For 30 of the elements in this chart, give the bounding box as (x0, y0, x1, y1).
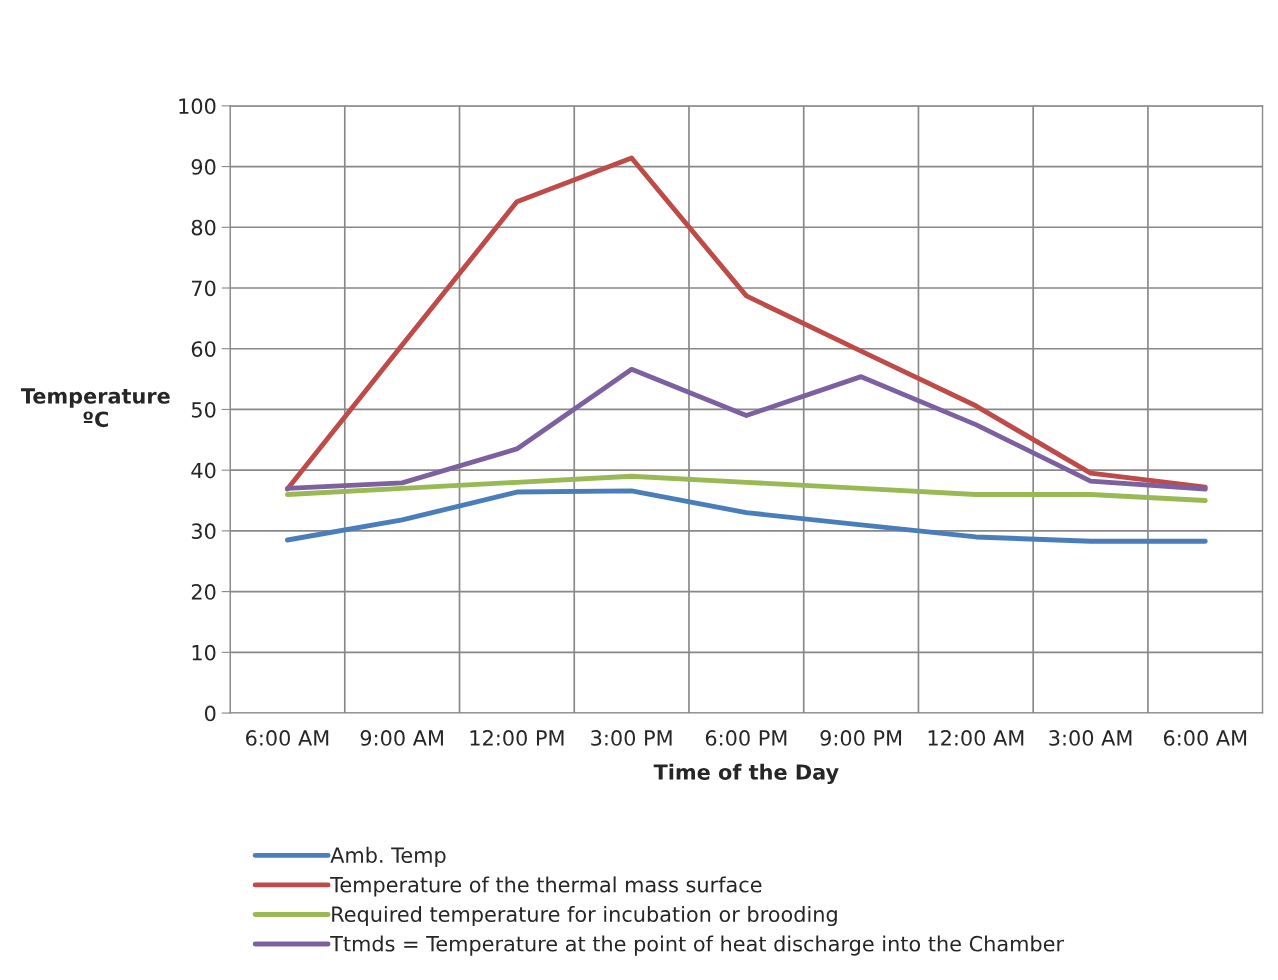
x-axis-title: Time of the Day (653, 763, 839, 785)
y-tick-label: 100 (179, 98, 216, 115)
line-series (284, 155, 1208, 492)
y-tick-label: 90 (191, 159, 216, 175)
x-tick-label: 6:00 PM (705, 730, 787, 746)
y-tick-label: 70 (192, 280, 216, 297)
x-tick-label: 9:00 PM (820, 730, 902, 746)
x-tick-label: 9:00 AM (360, 730, 443, 746)
y-tick-label: 0 (204, 705, 216, 722)
y-tick-label: 40 (191, 462, 216, 479)
line-series (284, 473, 1208, 503)
x-tick-label: 3:00 AM (1049, 730, 1132, 746)
x-tick-label: 6:00 AM (246, 730, 329, 746)
legend-label: Required temperature for incubation or brooding (332, 905, 837, 927)
x-tick-label: 12:00 AM (928, 730, 1024, 746)
y-axis-title: Temperature ºC (20, 388, 170, 428)
y-tick-label: 50 (191, 401, 216, 418)
legend-label: Ttmds = Temperature at the point of heat discharge into the Chamber (330, 935, 1065, 956)
legend-label: Temperature of the thermal mass surface (330, 876, 762, 897)
y-tick-label: 20 (191, 584, 216, 600)
y-tick-label: 80 (191, 219, 216, 236)
x-tick-label: 12:00 PM (470, 730, 564, 746)
y-tick-label: 10 (192, 644, 216, 661)
y-tick-label: 30 (191, 523, 216, 540)
line-series (284, 366, 1208, 492)
legend-label: Amb. Temp (330, 846, 446, 868)
y-tick-label: 60 (191, 341, 216, 357)
line-series (284, 488, 1208, 544)
x-tick-label: 6:00 AM (1163, 730, 1247, 746)
x-tick-label: 3:00 PM (591, 730, 672, 746)
